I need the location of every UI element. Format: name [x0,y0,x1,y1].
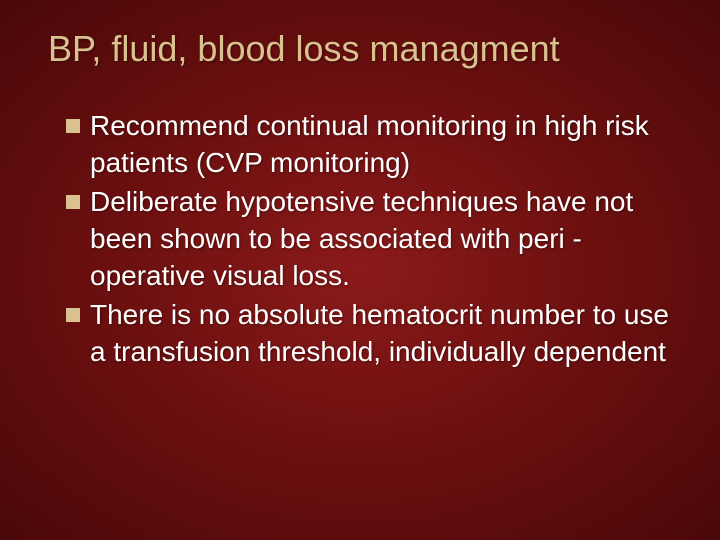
slide-title: BP, fluid, blood loss managment [48,28,672,70]
bullet-item: There is no absolute hematocrit number t… [66,297,672,371]
bullet-square-icon [66,308,80,322]
bullet-square-icon [66,195,80,209]
bullet-text: There is no absolute hematocrit number t… [90,297,672,371]
bullet-square-icon [66,119,80,133]
bullet-item: Deliberate hypotensive techniques have n… [66,184,672,295]
slide-container: BP, fluid, blood loss managment Recommen… [0,0,720,540]
bullet-text: Deliberate hypotensive techniques have n… [90,184,672,295]
bullet-text: Recommend continual monitoring in high r… [90,108,672,182]
bullet-list: Recommend continual monitoring in high r… [48,108,672,371]
bullet-item: Recommend continual monitoring in high r… [66,108,672,182]
